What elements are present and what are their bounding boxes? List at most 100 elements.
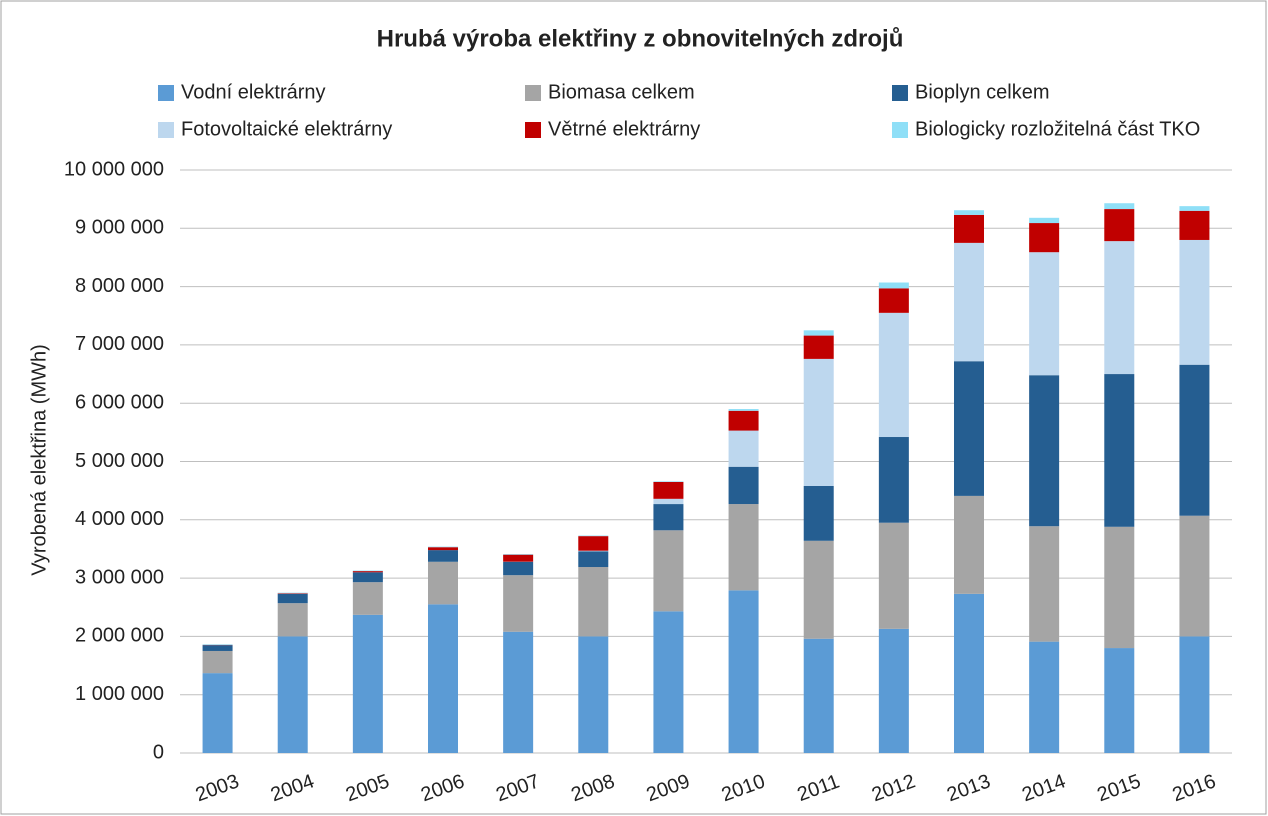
bar-segment: [954, 242, 984, 362]
bar-segment: [352, 571, 383, 573]
bar-segment: [728, 430, 759, 467]
bar-segment: [578, 567, 609, 637]
legend-label: Biomasa celkem: [548, 81, 695, 103]
bar-segment: [878, 437, 909, 523]
bar-segment: [428, 547, 458, 551]
bar-segment: [954, 495, 984, 594]
bar-segment: [653, 498, 684, 505]
bar-segment: [1029, 641, 1060, 753]
bar-segment: [728, 466, 759, 505]
bar-segment: [878, 288, 909, 313]
bar-segment: [803, 540, 834, 639]
bar-segment: [352, 570, 383, 572]
bar-segment: [578, 550, 609, 552]
bar-segment: [1179, 210, 1210, 240]
bar-segment: [1179, 636, 1210, 753]
legend-label: Fotovoltaické elektrárny: [181, 118, 392, 140]
legend-label: Bioplyn celkem: [915, 81, 1050, 103]
bar-segment: [1179, 239, 1210, 365]
legend-swatch: [158, 85, 174, 101]
legend-swatch: [892, 122, 908, 138]
bar-segment: [1104, 241, 1135, 375]
bar-segment: [202, 644, 233, 645]
y-tick-label: 6 000 000: [75, 391, 164, 413]
bar-segment: [428, 561, 458, 605]
bar-segment: [578, 636, 609, 753]
bar-segment: [878, 312, 909, 438]
bar-segment: [653, 481, 684, 482]
legend-swatch: [892, 85, 908, 101]
bar-segment: [728, 410, 759, 431]
bar-segment: [803, 358, 834, 486]
bar-segment: [503, 575, 534, 632]
bar-segment: [653, 504, 684, 531]
bar-segment: [1179, 364, 1210, 516]
y-tick-label: 1 000 000: [75, 683, 164, 705]
bar-segment: [1104, 648, 1135, 753]
bar-segment: [503, 631, 534, 753]
bar-segment: [803, 330, 834, 336]
bar-segment: [352, 572, 383, 583]
bar-segment: [728, 504, 759, 591]
bar-segment: [728, 409, 759, 411]
y-tick-label: 10 000 000: [64, 158, 164, 180]
bar-segment: [878, 628, 909, 753]
bar-segment: [1029, 526, 1060, 642]
bar-segment: [277, 603, 308, 637]
bar-segment: [1179, 206, 1210, 211]
legend-swatch: [158, 122, 174, 138]
bar-segment: [202, 673, 233, 753]
y-axis-label: Vyrobená elektřina (MWh): [28, 344, 50, 576]
bar-segment: [428, 546, 458, 548]
bar-segment: [503, 561, 534, 576]
legend-label: Větrné elektrárny: [548, 118, 700, 140]
bar-segment: [503, 554, 534, 555]
bar-segment: [1104, 374, 1135, 527]
bar-segment: [277, 593, 308, 604]
bar-segment: [352, 614, 383, 753]
y-tick-label: 0: [153, 741, 164, 763]
legend-label: Biologicky rozložitelná část TKO: [915, 118, 1200, 140]
legend-swatch: [525, 85, 541, 101]
bar-segment: [1029, 252, 1060, 376]
bar-segment: [352, 582, 383, 615]
chart-title: Hrubá výroba elektřiny z obnovitelných z…: [377, 25, 904, 52]
bar-segment: [202, 645, 233, 651]
y-tick-label: 4 000 000: [75, 508, 164, 530]
y-tick-label: 9 000 000: [75, 217, 164, 239]
bar-segment: [1179, 515, 1210, 637]
bar-segment: [878, 522, 909, 629]
bar-segment: [954, 214, 984, 243]
bar-segment: [803, 485, 834, 541]
bar-segment: [428, 604, 458, 753]
y-tick-label: 5 000 000: [75, 450, 164, 472]
bar-segment: [1029, 223, 1060, 253]
bar-segment: [277, 636, 308, 753]
y-tick-label: 8 000 000: [75, 275, 164, 297]
bar-segment: [653, 481, 684, 499]
bar-segment: [954, 593, 984, 753]
bar-segment: [878, 282, 909, 289]
bar-segment: [578, 535, 609, 537]
bar-segment: [954, 361, 984, 496]
bar-segment: [277, 593, 308, 594]
bar-segment: [1029, 217, 1060, 224]
bar-segment: [653, 611, 684, 753]
bar-segment: [503, 554, 534, 562]
bar-segment: [803, 335, 834, 359]
bar-segment: [1104, 526, 1135, 649]
bar-segment: [954, 210, 984, 215]
bar-segment: [1029, 375, 1060, 527]
bar-segment: [653, 530, 684, 612]
bar-segment: [277, 592, 308, 594]
y-tick-label: 3 000 000: [75, 566, 164, 588]
y-tick-label: 7 000 000: [75, 333, 164, 355]
legend-swatch: [525, 122, 541, 138]
bar-segment: [202, 650, 233, 674]
bar-segment: [803, 638, 834, 753]
bar-segment: [1104, 209, 1135, 242]
bar-segment: [578, 551, 609, 568]
bar-segment: [578, 536, 609, 551]
bar-segment: [428, 550, 458, 562]
